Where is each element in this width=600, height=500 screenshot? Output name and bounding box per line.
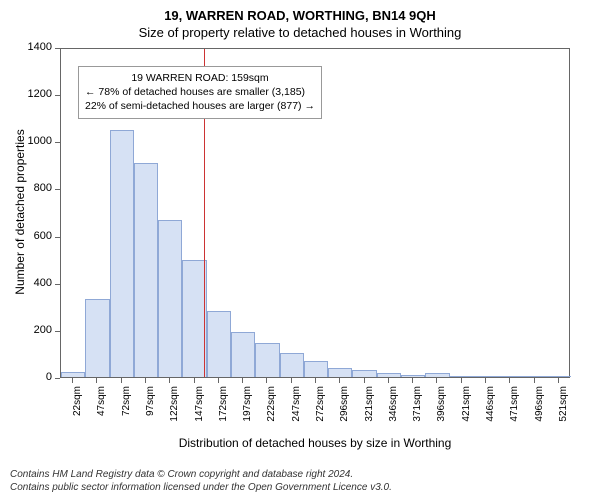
x-tick-mark <box>364 378 365 383</box>
x-tick-mark <box>339 378 340 383</box>
x-tick-label: 371sqm <box>412 386 423 436</box>
x-tick-mark <box>388 378 389 383</box>
x-tick-label: 197sqm <box>242 386 253 436</box>
x-tick-label: 147sqm <box>194 386 205 436</box>
x-tick-label: 247sqm <box>291 386 302 436</box>
histogram-bar <box>110 130 134 378</box>
x-tick-label: 172sqm <box>218 386 229 436</box>
x-tick-label: 122sqm <box>169 386 180 436</box>
histogram-bar <box>498 376 522 377</box>
x-tick-mark <box>121 378 122 383</box>
x-axis-label: Distribution of detached houses by size … <box>60 436 570 450</box>
histogram-bar <box>547 376 571 377</box>
histogram-bar <box>425 373 449 377</box>
x-tick-label: 446sqm <box>485 386 496 436</box>
histogram-bar <box>304 361 328 378</box>
x-tick-mark <box>509 378 510 383</box>
x-tick-mark <box>558 378 559 383</box>
x-tick-mark <box>534 378 535 383</box>
histogram-bar <box>352 370 376 377</box>
footer-line2: Contains public sector information licen… <box>10 481 392 494</box>
y-tick-label: 200 <box>0 324 52 336</box>
histogram-bar <box>255 343 279 377</box>
x-tick-label: 97sqm <box>145 386 156 436</box>
y-tick-label: 0 <box>0 371 52 383</box>
x-tick-label: 222sqm <box>266 386 277 436</box>
y-tick-mark <box>55 378 60 379</box>
x-tick-label: 471sqm <box>509 386 520 436</box>
x-tick-label: 396sqm <box>436 386 447 436</box>
x-tick-mark <box>412 378 413 383</box>
x-tick-label: 521sqm <box>558 386 569 436</box>
histogram-bar <box>231 332 255 377</box>
histogram-bar <box>280 353 304 377</box>
x-tick-label: 272sqm <box>315 386 326 436</box>
histogram-bar <box>474 376 498 377</box>
x-tick-mark <box>291 378 292 383</box>
infobox-line3: 22% of semi-detached houses are larger (… <box>85 99 315 113</box>
x-tick-mark <box>96 378 97 383</box>
y-tick-mark <box>55 284 60 285</box>
histogram-bar <box>401 375 425 377</box>
footer-line1: Contains HM Land Registry data © Crown c… <box>10 468 392 481</box>
y-tick-label: 800 <box>0 182 52 194</box>
x-tick-mark <box>169 378 170 383</box>
histogram-bar <box>85 299 109 377</box>
y-tick-mark <box>55 237 60 238</box>
y-tick-label: 1200 <box>0 88 52 100</box>
infobox-line2: ← 78% of detached houses are smaller (3,… <box>85 85 315 99</box>
histogram-bar <box>522 376 546 377</box>
histogram-bar <box>377 373 401 377</box>
y-tick-mark <box>55 331 60 332</box>
x-tick-label: 421sqm <box>461 386 472 436</box>
histogram-bar <box>61 372 85 377</box>
histogram-bar <box>328 368 352 377</box>
x-tick-mark <box>145 378 146 383</box>
x-tick-label: 22sqm <box>72 386 83 436</box>
x-tick-label: 47sqm <box>96 386 107 436</box>
histogram-bar <box>450 376 474 377</box>
infobox-line1: 19 WARREN ROAD: 159sqm <box>85 71 315 85</box>
y-tick-mark <box>55 95 60 96</box>
histogram-bar <box>182 260 206 377</box>
x-tick-mark <box>242 378 243 383</box>
y-tick-label: 1000 <box>0 135 52 147</box>
x-tick-label: 346sqm <box>388 386 399 436</box>
x-tick-label: 321sqm <box>364 386 375 436</box>
histogram-bar <box>207 311 231 377</box>
info-box: 19 WARREN ROAD: 159sqm ← 78% of detached… <box>78 66 322 119</box>
x-tick-mark <box>218 378 219 383</box>
x-tick-mark <box>194 378 195 383</box>
footer-attribution: Contains HM Land Registry data © Crown c… <box>10 468 392 494</box>
x-tick-mark <box>72 378 73 383</box>
x-tick-mark <box>436 378 437 383</box>
x-tick-label: 496sqm <box>534 386 545 436</box>
histogram-bar <box>134 163 158 378</box>
chart-title: 19, WARREN ROAD, WORTHING, BN14 9QH <box>0 0 600 23</box>
y-tick-mark <box>55 142 60 143</box>
x-tick-mark <box>461 378 462 383</box>
chart-subtitle: Size of property relative to detached ho… <box>0 23 600 40</box>
y-tick-mark <box>55 48 60 49</box>
y-tick-mark <box>55 189 60 190</box>
x-tick-mark <box>266 378 267 383</box>
y-tick-label: 600 <box>0 230 52 242</box>
x-tick-label: 72sqm <box>121 386 132 436</box>
y-tick-label: 400 <box>0 277 52 289</box>
histogram-bar <box>158 220 182 377</box>
x-tick-mark <box>485 378 486 383</box>
x-tick-label: 296sqm <box>339 386 350 436</box>
x-tick-mark <box>315 378 316 383</box>
y-tick-label: 1400 <box>0 41 52 53</box>
